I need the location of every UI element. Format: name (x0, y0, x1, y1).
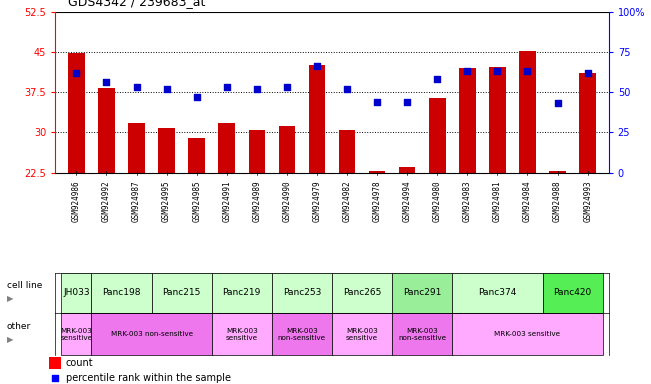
Bar (158, 128, 175, 173)
Bar (61, 313, 91, 355)
Bar (579, 73, 596, 173)
Text: GSM924993: GSM924993 (583, 181, 592, 222)
Bar (98, 88, 115, 173)
Text: GSM924988: GSM924988 (553, 181, 562, 222)
Text: other: other (7, 322, 31, 331)
Point (282, 84, 292, 90)
Text: Panc420: Panc420 (553, 288, 592, 297)
Point (342, 86, 352, 92)
Text: GSM924989: GSM924989 (253, 181, 261, 222)
Point (102, 79, 112, 86)
Bar (212, 313, 272, 355)
Point (462, 68, 473, 74)
Text: GSM924981: GSM924981 (493, 181, 502, 222)
Text: ▶: ▶ (7, 335, 13, 344)
Text: MRK-003
sensitive: MRK-003 sensitive (346, 328, 378, 341)
Bar (542, 273, 603, 313)
Bar (49, 357, 61, 369)
Point (191, 94, 202, 100)
Bar (272, 273, 332, 313)
Bar (429, 98, 445, 173)
Point (432, 76, 443, 82)
Text: GSM924982: GSM924982 (342, 181, 352, 222)
Bar (392, 273, 452, 313)
Text: Panc291: Panc291 (403, 288, 441, 297)
Text: MRK-003
non-sensitive: MRK-003 non-sensitive (278, 328, 326, 341)
Point (252, 86, 262, 92)
Bar (272, 313, 332, 355)
Bar (309, 65, 326, 173)
Bar (452, 313, 603, 355)
Text: GSM924986: GSM924986 (72, 181, 81, 222)
Bar (68, 53, 85, 173)
Point (132, 84, 142, 90)
Text: ▶: ▶ (7, 294, 13, 303)
Text: GDS4342 / 239683_at: GDS4342 / 239683_at (68, 0, 206, 8)
Text: percentile rank within the sample: percentile rank within the sample (66, 372, 230, 383)
Bar (128, 123, 145, 173)
Bar (489, 67, 506, 173)
Bar (152, 273, 212, 313)
Bar (392, 313, 452, 355)
Bar (399, 167, 415, 173)
Bar (91, 273, 152, 313)
Text: GSM924994: GSM924994 (403, 181, 411, 222)
Text: Panc265: Panc265 (343, 288, 381, 297)
Point (221, 84, 232, 90)
Text: GSM924979: GSM924979 (312, 181, 322, 222)
Text: GSM924992: GSM924992 (102, 181, 111, 222)
Text: JH033: JH033 (63, 288, 90, 297)
Text: MRK-003 sensitive: MRK-003 sensitive (494, 331, 561, 337)
Point (492, 68, 503, 74)
Text: GSM924984: GSM924984 (523, 181, 532, 222)
Bar (459, 68, 476, 173)
Text: MRK-003
sensitive: MRK-003 sensitive (226, 328, 258, 341)
Bar (452, 273, 542, 313)
Text: GSM924987: GSM924987 (132, 181, 141, 222)
Text: MRK-003
non-sensitive: MRK-003 non-sensitive (398, 328, 447, 341)
Text: Panc374: Panc374 (478, 288, 517, 297)
Bar (249, 130, 265, 173)
Point (71, 70, 81, 76)
Text: MRK-003 non-sensitive: MRK-003 non-sensitive (111, 331, 193, 337)
Text: Panc198: Panc198 (102, 288, 141, 297)
Bar (219, 123, 235, 173)
Point (522, 68, 533, 74)
Text: GSM924985: GSM924985 (192, 181, 201, 222)
Text: Panc215: Panc215 (163, 288, 201, 297)
Text: Panc253: Panc253 (283, 288, 321, 297)
Bar (332, 313, 392, 355)
Text: GSM924983: GSM924983 (463, 181, 472, 222)
Bar (369, 171, 385, 173)
Bar (91, 313, 212, 355)
Point (552, 100, 562, 106)
Bar (339, 130, 355, 173)
Point (402, 99, 412, 105)
Point (312, 63, 322, 70)
Bar (188, 138, 205, 173)
Point (161, 86, 172, 92)
Text: MRK-003
sensitive: MRK-003 sensitive (61, 328, 92, 341)
Text: GSM924990: GSM924990 (283, 181, 292, 222)
Text: Panc219: Panc219 (223, 288, 261, 297)
Bar (519, 51, 536, 173)
Text: GSM924991: GSM924991 (222, 181, 231, 222)
Point (583, 70, 593, 76)
Bar (549, 171, 566, 173)
Text: GSM924980: GSM924980 (433, 181, 442, 222)
Bar (332, 273, 392, 313)
Text: cell line: cell line (7, 281, 42, 290)
Text: GSM924978: GSM924978 (372, 181, 381, 222)
Bar (61, 273, 91, 313)
Bar (212, 273, 272, 313)
Text: count: count (66, 358, 93, 368)
Point (372, 99, 382, 105)
Text: GSM924995: GSM924995 (162, 181, 171, 222)
Bar (279, 126, 295, 173)
